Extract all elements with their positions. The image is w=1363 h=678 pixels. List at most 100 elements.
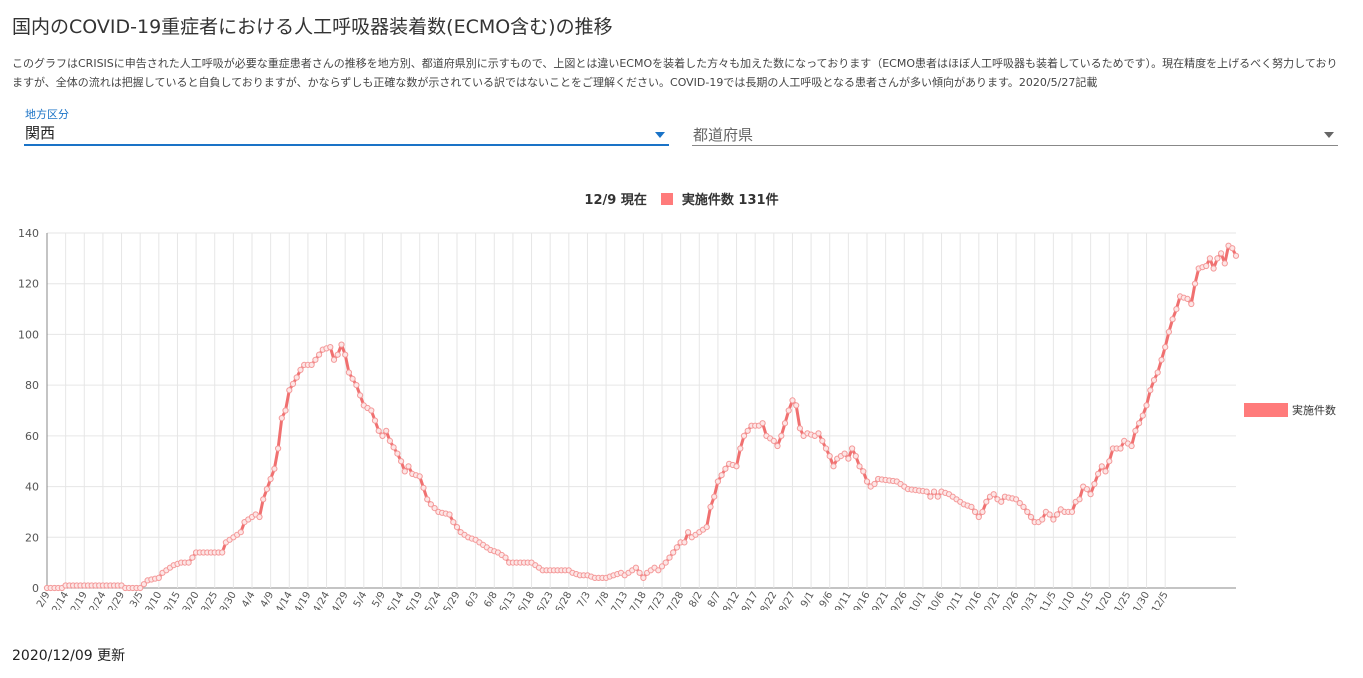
- x-tick: 10/1: [908, 590, 929, 610]
- region-select[interactable]: 地方区分 関西: [24, 104, 669, 146]
- data-point: [822, 445, 830, 452]
- data-point: [375, 427, 382, 434]
- data-point: [1083, 486, 1091, 493]
- x-tick: 4/9: [259, 590, 277, 609]
- x-tick-label: 11/30: [1128, 590, 1152, 610]
- x-tick-label: 11/10: [1054, 590, 1078, 610]
- data-point: [342, 351, 349, 358]
- x-tick: 8/7: [706, 590, 724, 609]
- prefecture-select[interactable]: 都道府県: [692, 104, 1338, 146]
- x-tick-label: 5/9: [370, 590, 388, 609]
- x-tick-label: 10/31: [1016, 590, 1040, 610]
- x-tick: 9/21: [870, 590, 891, 610]
- x-tick-label: 9/21: [870, 590, 891, 610]
- data-point: [286, 387, 293, 394]
- data-point: [711, 493, 718, 500]
- x-tick: 3/30: [218, 590, 239, 610]
- data-point: [718, 472, 725, 479]
- data-point: [1210, 265, 1217, 272]
- data-point: [1050, 516, 1057, 523]
- chart-grid: [46, 232, 1236, 589]
- data-point: [1098, 463, 1105, 470]
- data-point: [398, 458, 405, 465]
- x-tick-label: 5/29: [442, 590, 463, 610]
- data-point: [260, 496, 267, 503]
- data-point: [863, 478, 871, 485]
- x-tick-label: 4/24: [311, 590, 332, 610]
- data-point: [1221, 260, 1228, 267]
- chevron-down-icon[interactable]: [655, 132, 665, 138]
- data-point: [789, 397, 796, 404]
- data-point: [446, 511, 453, 518]
- data-point: [871, 480, 878, 488]
- x-tick: 11/5: [1038, 590, 1059, 610]
- x-tick: 4/19: [293, 590, 314, 610]
- legend-swatch: [1244, 403, 1288, 417]
- data-point: [1162, 344, 1169, 351]
- data-point: [640, 574, 647, 581]
- x-tick: 8/12: [721, 590, 742, 610]
- x-tick-label: 9/11: [833, 590, 854, 610]
- data-point: [658, 563, 666, 570]
- data-point: [1150, 377, 1158, 384]
- y-tick-label: 120: [18, 278, 39, 291]
- data-point: [450, 519, 457, 526]
- data-point: [345, 369, 352, 376]
- x-tick-label: 3/20: [181, 590, 202, 610]
- data-point: [1147, 387, 1154, 394]
- data-point: [681, 539, 688, 546]
- x-tick: 5/24: [423, 590, 444, 610]
- data-point: [979, 508, 986, 515]
- x-tick-label: 11/25: [1110, 590, 1134, 610]
- chart-legend[interactable]: 実施件数: [1244, 402, 1336, 418]
- x-tick: 7/28: [665, 590, 686, 610]
- page-title: 国内のCOVID-19重症者における人工呼吸器装着数(ECMO含む)の推移: [12, 16, 613, 38]
- series-swatch: [661, 193, 674, 205]
- data-point: [1117, 445, 1124, 452]
- data-point: [1020, 503, 1027, 510]
- region-select-value: 関西: [25, 124, 56, 142]
- x-tick-label: 7/13: [610, 590, 631, 610]
- data-point: [289, 380, 297, 387]
- data-point: [1165, 328, 1173, 336]
- x-tick-label: 9/26: [889, 590, 910, 610]
- data-point: [1218, 250, 1225, 257]
- x-tick: 11/20: [1091, 590, 1115, 610]
- data-point: [1173, 306, 1180, 313]
- x-tick-label: 8/7: [706, 590, 724, 609]
- data-point: [278, 415, 285, 422]
- data-point: [271, 465, 278, 472]
- data-point: [502, 554, 509, 561]
- data-point: [819, 437, 826, 444]
- chevron-down-icon[interactable]: [1324, 132, 1334, 138]
- data-point: [1027, 513, 1035, 521]
- y-tick-label: 80: [25, 379, 39, 392]
- x-tick-label: 10/21: [979, 590, 1003, 610]
- data-point: [975, 513, 982, 521]
- x-tick: 11/15: [1072, 590, 1096, 610]
- data-point: [316, 351, 323, 358]
- x-tick: 2/19: [69, 590, 90, 610]
- x-tick-label: 3/10: [144, 590, 165, 610]
- data-point: [140, 581, 147, 588]
- x-tick: 9/16: [852, 590, 873, 610]
- data-point: [256, 513, 263, 521]
- data-point: [453, 524, 461, 531]
- data-point: [390, 444, 397, 451]
- x-tick-label: 5/14: [386, 590, 407, 610]
- y-tick-label: 40: [25, 481, 39, 494]
- data-point: [263, 486, 270, 493]
- data-point: [1143, 402, 1150, 409]
- x-tick: 8/2: [687, 590, 705, 609]
- x-tick: 7/18: [628, 590, 649, 610]
- data-point: [383, 427, 390, 434]
- x-tick: 10/21: [979, 590, 1003, 610]
- data-point: [334, 351, 341, 358]
- x-tick: 8/22: [759, 590, 780, 610]
- data-point: [1184, 295, 1191, 303]
- data-point: [655, 567, 662, 574]
- data-point: [849, 445, 856, 452]
- data-point: [830, 463, 837, 470]
- data-point: [427, 501, 434, 508]
